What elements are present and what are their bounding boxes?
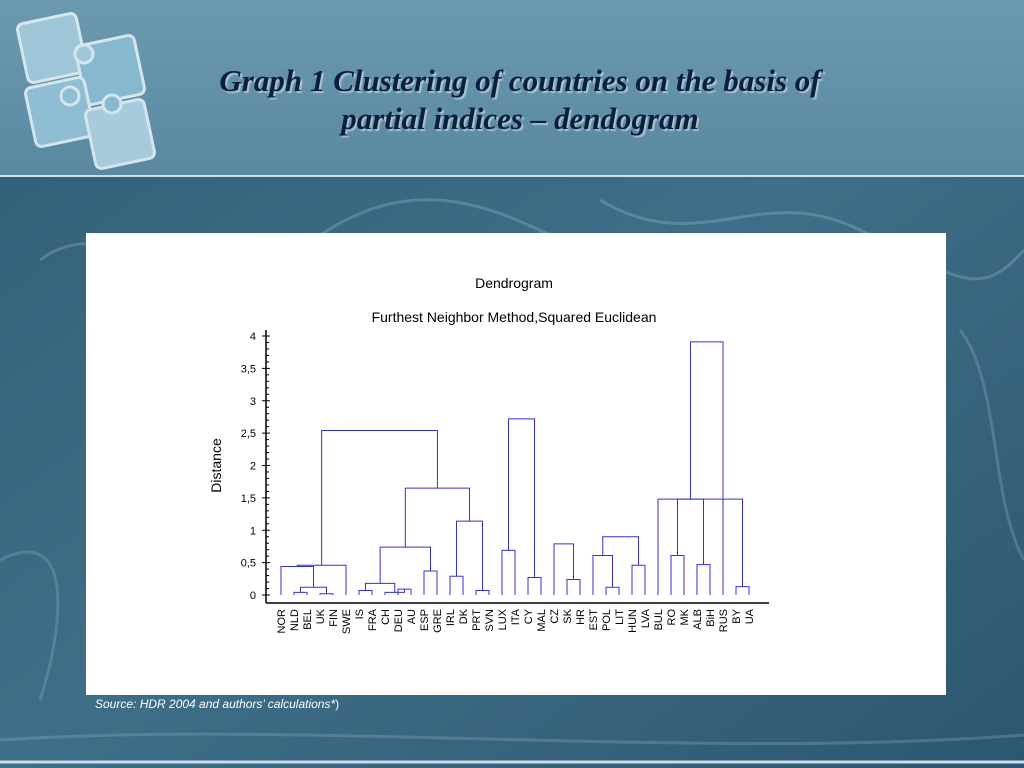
leaf-label: NOR xyxy=(276,609,288,634)
source-note: Source: HDR 2004 and authors’ calculatio… xyxy=(95,697,339,711)
y-tick-label: 4 xyxy=(250,331,256,343)
dendrogram-link xyxy=(690,341,724,595)
leaf-label: BUL xyxy=(653,609,665,630)
dendrogram-link xyxy=(631,564,646,595)
leaf-label: AU xyxy=(406,609,418,624)
leaf-label: FRA xyxy=(367,608,379,631)
y-tick-label: 0 xyxy=(250,590,256,602)
dendrogram-link xyxy=(605,586,620,595)
dendrogram-chart: Dendrogram Furthest Neighbor Method,Squar… xyxy=(208,275,769,634)
slide-title-line-1: Graph 1 Clustering of countries on the b… xyxy=(219,63,821,98)
dendrogram-link xyxy=(696,564,711,595)
y-tick-label: 2,5 xyxy=(241,428,256,440)
leaf-label: RO xyxy=(666,609,678,626)
dendrogram-link xyxy=(592,555,613,595)
leaf-label: FIN xyxy=(328,609,340,627)
dendrogram-link xyxy=(296,564,347,595)
leaf-label: CZ xyxy=(549,609,561,624)
leaf-label: PRT xyxy=(471,609,483,631)
dendrogram-link xyxy=(280,566,314,595)
chart-title: Dendrogram xyxy=(475,275,553,291)
dendrogram-link xyxy=(404,487,470,548)
dendrogram-link xyxy=(456,520,483,591)
leaf-label: MK xyxy=(679,608,691,625)
y-tick-label: 3,5 xyxy=(241,363,256,375)
chart-panel: Dendrogram Furthest Neighbor Method,Squar… xyxy=(86,233,946,695)
dendrogram-link xyxy=(735,586,750,595)
leaf-label: SK xyxy=(562,608,574,623)
slide-title: Graph 1 Clustering of countries on the b… xyxy=(100,62,940,138)
leaf-label: CH xyxy=(380,609,392,625)
y-axis-label: Distance xyxy=(208,438,224,493)
leaf-label: NLD xyxy=(289,609,301,631)
leaf-label: RUS xyxy=(718,609,730,632)
leaf-label: LUX xyxy=(497,608,509,630)
dendrogram-link xyxy=(321,430,438,566)
source-text: Source: HDR 2004 and authors’ calculatio… xyxy=(95,697,336,711)
source-tail: ) xyxy=(335,697,340,711)
leaf-label: ESP xyxy=(419,609,431,631)
chart-subtitle: Furthest Neighbor Method,Squared Euclide… xyxy=(372,309,657,325)
y-tick-label: 1,5 xyxy=(241,493,256,505)
leaf-label: LVA xyxy=(640,608,652,628)
dendrogram-link xyxy=(475,589,490,595)
dendrogram-link xyxy=(379,546,431,584)
leaf-label: ITA xyxy=(510,608,522,625)
leaf-label: HR xyxy=(575,609,587,625)
leaf-label: IS xyxy=(354,609,366,619)
leaf-label: EST xyxy=(588,609,600,631)
leaf-label: DEU xyxy=(393,609,405,632)
leaf-label: UA xyxy=(744,608,756,624)
dendrogram-link xyxy=(449,575,464,595)
dendrogram-link xyxy=(501,549,516,595)
leaf-label: SWE xyxy=(341,609,353,634)
puzzle-logo-icon xyxy=(16,12,156,170)
dendrogram-link xyxy=(670,555,685,595)
leaf-label: BY xyxy=(731,608,743,623)
leaf-label: GRE xyxy=(432,609,444,633)
leaf-label: IRL xyxy=(445,609,457,626)
y-tick-label: 0,5 xyxy=(241,558,256,570)
dendrogram-link xyxy=(423,570,438,595)
leaf-label: MAL xyxy=(536,609,548,632)
leaf-label: LIT xyxy=(614,609,626,625)
y-tick-label: 3 xyxy=(250,396,256,408)
leaf-label: BiH xyxy=(705,609,717,627)
dendrogram-link xyxy=(358,589,373,595)
y-tick-label: 2 xyxy=(250,461,256,473)
leaf-label: BEL xyxy=(302,609,314,630)
dendrogram-link xyxy=(677,498,704,565)
dendrogram-link xyxy=(602,536,639,566)
dendrogram-link xyxy=(657,498,743,595)
slide-title-line-2: partial indices – dendogram xyxy=(341,101,699,136)
leaf-label: UK xyxy=(315,608,327,624)
y-tick-label: 1 xyxy=(250,525,256,537)
leaf-label: POL xyxy=(601,609,613,631)
dendrogram-link xyxy=(566,578,581,595)
dendrogram-link xyxy=(365,582,396,593)
dendrogram-link xyxy=(508,418,535,578)
dendrogram-link xyxy=(319,593,334,595)
leaf-label: HUN xyxy=(627,609,639,633)
dendrogram-link xyxy=(293,591,308,595)
leaf-label: SVN xyxy=(484,609,496,632)
leaf-label: CY xyxy=(523,608,535,624)
dendrogram-link xyxy=(553,543,574,595)
dendrogram-link xyxy=(527,577,542,595)
leaf-label: DK xyxy=(458,608,470,624)
leaf-label: ALB xyxy=(692,609,704,630)
